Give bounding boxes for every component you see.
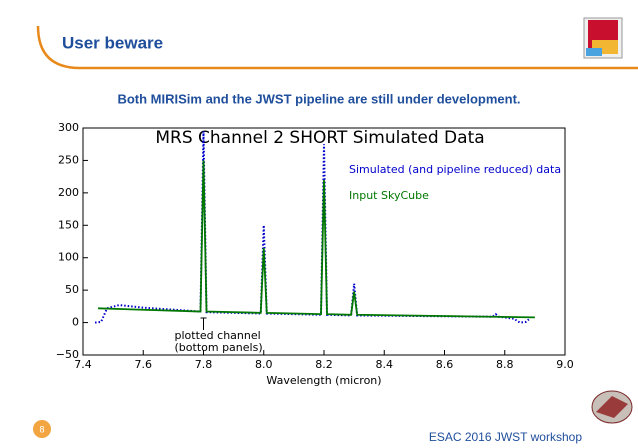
x-tick-label: 8.2 — [315, 358, 333, 371]
y-tick-label: 100 — [58, 251, 79, 264]
x-tick-label: 8.4 — [376, 358, 394, 371]
x-tick-label: 8.0 — [255, 358, 273, 371]
y-tick-label: 50 — [65, 283, 79, 296]
y-tick-label: 150 — [58, 218, 79, 231]
legend-label: Input SkyCube — [349, 189, 429, 202]
header-rule — [36, 25, 638, 70]
logo — [583, 17, 623, 59]
x-tick-label: 7.6 — [135, 358, 153, 371]
slide-subtitle: Both MIRISim and the JWST pipeline are s… — [117, 91, 520, 106]
x-tick-label: 7.4 — [74, 358, 92, 371]
legend-label: Simulated (and pipeline reduced) data — [349, 163, 561, 176]
y-tick-label: −50 — [56, 348, 79, 361]
x-tick-label: 8.6 — [436, 358, 454, 371]
footer-logo — [591, 390, 633, 424]
x-axis-label: Wavelength (micron) — [266, 374, 381, 387]
y-tick-label: 200 — [58, 186, 79, 199]
page-badge — [33, 420, 51, 438]
x-tick-label: 8.8 — [496, 358, 514, 371]
x-tick-label: 9.0 — [556, 358, 574, 371]
series-line — [98, 160, 535, 319]
y-tick-label: 300 — [58, 121, 79, 134]
slide-title: User beware — [62, 33, 163, 52]
y-tick-label: 250 — [58, 153, 79, 166]
page-number: 8 — [39, 424, 44, 434]
footer: ESAC 2016 JWST workshop — [429, 430, 583, 444]
annotation: plotted channel — [175, 329, 261, 342]
series-line — [94, 131, 530, 324]
y-tick-label: 0 — [72, 316, 79, 329]
annotation: (bottom panels) — [175, 341, 263, 354]
chart-title: MRS Channel 2 SHORT Simulated Data — [155, 128, 484, 148]
x-tick-label: 7.8 — [195, 358, 213, 371]
